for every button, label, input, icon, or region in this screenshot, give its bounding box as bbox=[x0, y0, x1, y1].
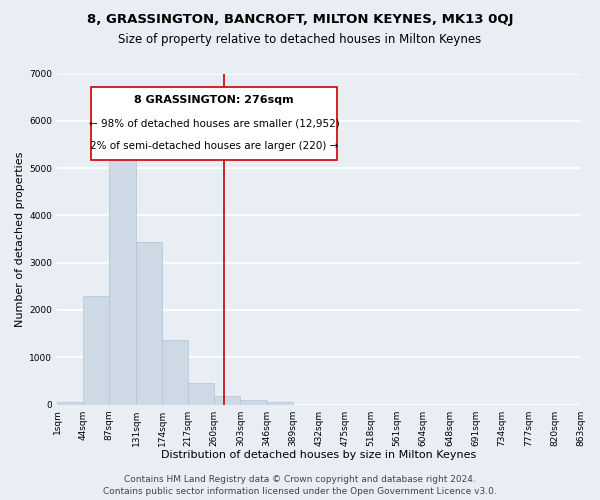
Bar bbox=[83, 296, 109, 405]
Bar bbox=[188, 384, 214, 404]
Text: Contains public sector information licensed under the Open Government Licence v3: Contains public sector information licen… bbox=[103, 487, 497, 496]
Text: ← 98% of detached houses are smaller (12,952): ← 98% of detached houses are smaller (12… bbox=[89, 118, 340, 128]
Bar bbox=[109, 147, 136, 405]
Bar bbox=[136, 242, 162, 404]
Bar bbox=[162, 340, 188, 404]
Bar bbox=[57, 402, 83, 404]
FancyBboxPatch shape bbox=[91, 86, 337, 160]
Bar bbox=[214, 396, 241, 404]
Text: Size of property relative to detached houses in Milton Keynes: Size of property relative to detached ho… bbox=[118, 32, 482, 46]
Bar bbox=[266, 402, 293, 404]
Y-axis label: Number of detached properties: Number of detached properties bbox=[15, 152, 25, 326]
Text: 8 GRASSINGTON: 276sqm: 8 GRASSINGTON: 276sqm bbox=[134, 95, 294, 105]
Bar bbox=[241, 400, 266, 404]
X-axis label: Distribution of detached houses by size in Milton Keynes: Distribution of detached houses by size … bbox=[161, 450, 476, 460]
Text: 2% of semi-detached houses are larger (220) →: 2% of semi-detached houses are larger (2… bbox=[90, 142, 338, 152]
Text: 8, GRASSINGTON, BANCROFT, MILTON KEYNES, MK13 0QJ: 8, GRASSINGTON, BANCROFT, MILTON KEYNES,… bbox=[87, 12, 513, 26]
Text: Contains HM Land Registry data © Crown copyright and database right 2024.: Contains HM Land Registry data © Crown c… bbox=[124, 475, 476, 484]
